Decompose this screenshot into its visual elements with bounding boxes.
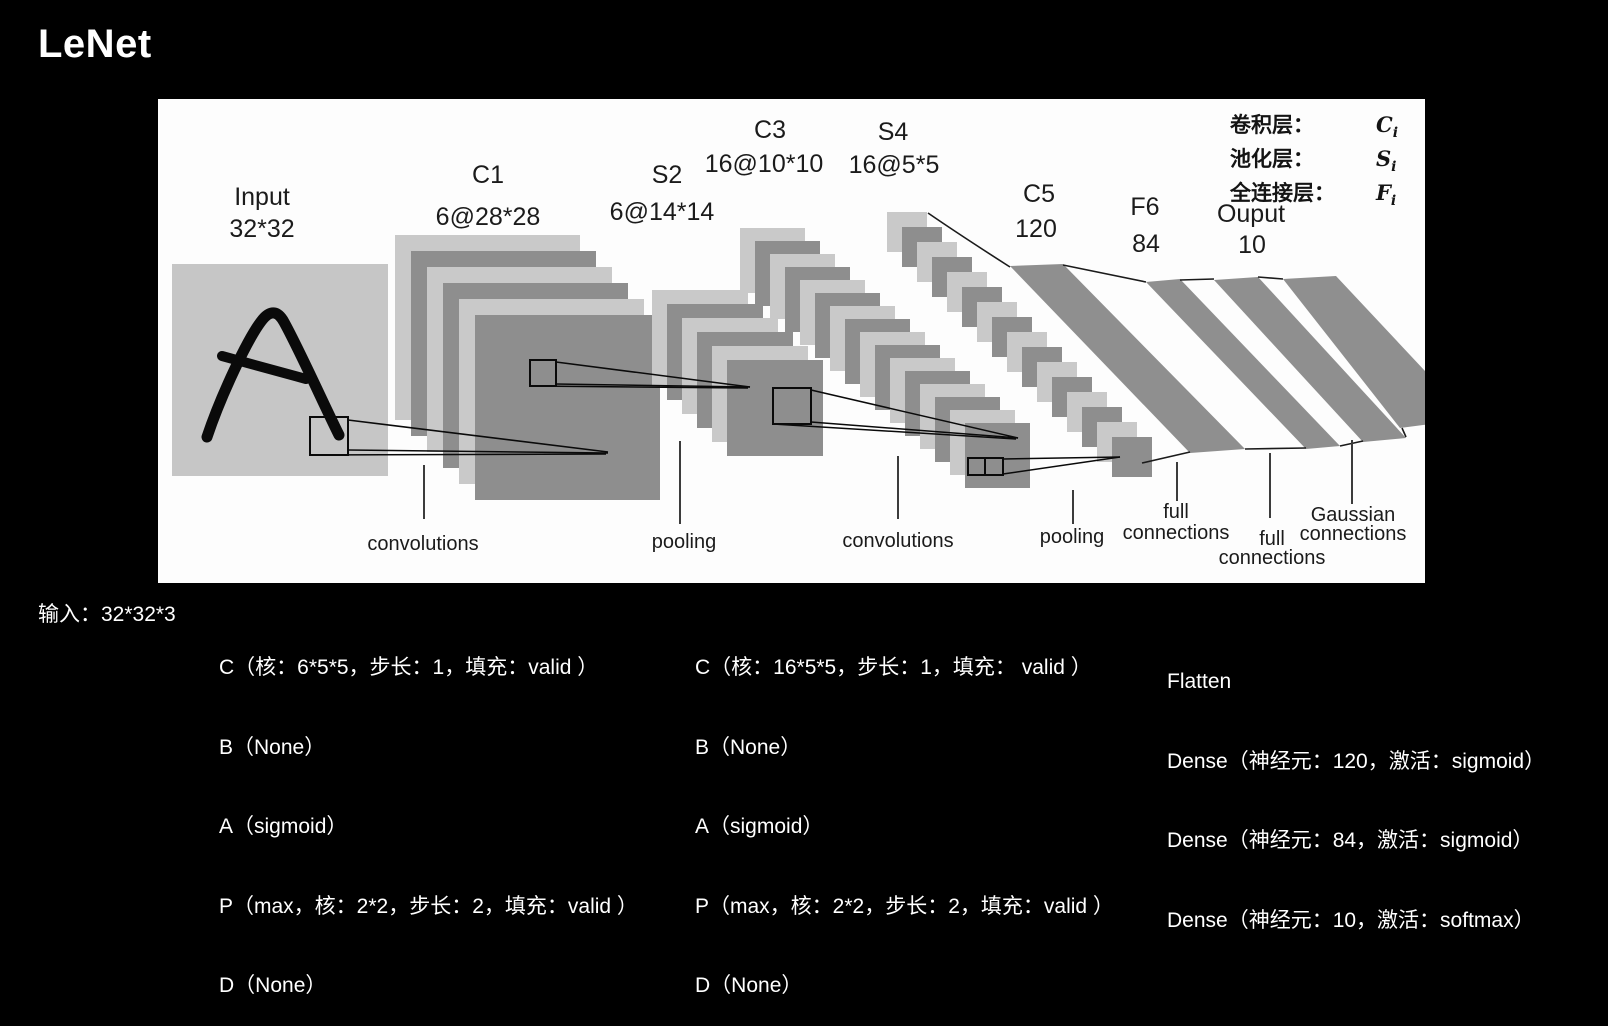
layer-label-s2: S2 <box>652 161 683 189</box>
layer-type-legend: 卷积层： Ci 池化层： Si 全连接层： Fi <box>1230 112 1398 215</box>
letter-a-arch <box>201 307 345 443</box>
c1-receptive-field <box>529 359 751 389</box>
annotation-line: Dense（神经元：84，激活：sigmoid） <box>1167 829 1534 852</box>
s2-feature-map <box>727 360 823 456</box>
annotation-line: Dense（神经元：120，激活：sigmoid） <box>1167 749 1546 773</box>
s2-feature-maps <box>652 290 823 456</box>
op-label: pooling <box>1040 526 1105 548</box>
c3-receptive-field <box>967 456 1121 476</box>
legend-fc-symbol: Fi <box>1376 180 1397 210</box>
layer-size-c1: 6@28*28 <box>436 203 541 231</box>
op-label: pooling <box>652 531 717 553</box>
annotation-line: D（None） <box>219 974 327 997</box>
layer-size-ouput: 10 <box>1238 231 1266 259</box>
layer-size-s4: 16@5*5 <box>849 151 940 179</box>
layer-size-c3: 16@10*10 <box>705 150 824 178</box>
op-label: convolutions <box>842 530 953 552</box>
layer-size-f6: 84 <box>1132 230 1160 258</box>
op-label: Gaussian <box>1311 504 1396 526</box>
op-label: full <box>1163 501 1189 523</box>
conv-block2-annotation: C（核：16*5*5，步长：1，填充： valid ） B（None） A（si… <box>695 602 1114 1026</box>
layer-size-c5: 120 <box>1015 215 1057 243</box>
annotation-line: D（None） <box>695 974 803 997</box>
output-band <box>1283 276 1425 428</box>
page-title: LeNet <box>38 22 152 66</box>
layer-label-c3: C3 <box>754 116 786 144</box>
s4-to-c5-top-curve <box>927 212 1011 268</box>
input-shape-annotation: 输入：32*32*3 <box>38 603 176 626</box>
lenet-diagram-panel: Input 32*32 C1 6@28*28 S2 6@14*14 C3 16@10*10 S4… <box>158 99 1425 583</box>
c1-feature-maps <box>395 235 660 500</box>
layer-size-s2: 6@14*14 <box>610 198 715 226</box>
lenet-architecture-figure: Input 32*32 C1 6@28*28 S2 6@14*14 C3 16@10*10 S4… <box>172 116 1425 569</box>
legend-pool-symbol: Si <box>1376 146 1397 176</box>
c1-feature-map <box>475 315 660 500</box>
annotation-line: A（sigmoid） <box>695 815 824 838</box>
annotation-line: C（核：6*5*5，步长：1，填充：valid ） <box>219 656 599 679</box>
dense-block-annotation: Flatten Dense（神经元：120，激活：sigmoid） Dense（… <box>1167 616 1545 961</box>
legend-pool-label: 池化层： <box>1230 148 1314 172</box>
diagram-labels: Input 32*32 C1 6@28*28 S2 6@14*14 C3 16@10*10 S4… <box>229 116 1406 569</box>
band-connector-lines <box>927 212 1407 464</box>
annotation-line: B（None） <box>695 735 802 759</box>
s2-receptive-field <box>772 387 1019 440</box>
legend-row-fc: 全连接层： Fi <box>1230 180 1398 214</box>
fc-band <box>1214 277 1406 442</box>
op-label: full <box>1259 528 1285 550</box>
legend-fc-label: 全连接层： <box>1230 182 1335 206</box>
letter-a-crossbar <box>217 351 311 384</box>
layer-label-c5: C5 <box>1023 180 1055 208</box>
annotation-line: Dense（神经元：10，激活：softmax） <box>1167 908 1535 932</box>
c3-feature-maps <box>740 228 1030 488</box>
layer-label-input: Input <box>234 183 290 211</box>
annotation-line: P（max，核：2*2，步长：2，填充：valid ） <box>219 894 638 918</box>
legend-row-conv: 卷积层： Ci <box>1230 112 1398 146</box>
op-label: connections <box>1300 523 1407 545</box>
annotation-line: C（核：16*5*5，步长：1，填充： valid ） <box>695 656 1092 679</box>
op-label: connections <box>1123 522 1230 544</box>
op-label: convolutions <box>367 533 478 555</box>
layer-size-input: 32*32 <box>229 215 294 243</box>
layer-label-c1: C1 <box>472 161 504 189</box>
layer-label-f6: F6 <box>1130 193 1159 221</box>
handwritten-a-glyph <box>201 307 345 443</box>
operation-tick-lines <box>423 440 1353 524</box>
f6-band <box>1146 279 1340 449</box>
input-receptive-field <box>309 416 609 456</box>
layer-label-ouput: Ouput <box>1217 200 1285 228</box>
annotation-line: A（sigmoid） <box>219 815 348 838</box>
legend-conv-symbol: Ci <box>1376 112 1399 142</box>
fc-bands <box>1010 264 1425 453</box>
annotation-line: Flatten <box>1167 670 1232 693</box>
legend-row-pool: 池化层： Si <box>1230 146 1398 180</box>
annotation-line: P（max，核：2*2，步长：2，填充：valid ） <box>695 894 1114 918</box>
annotation-line: B（None） <box>219 735 326 759</box>
layer-label-s4: S4 <box>878 118 909 146</box>
c5-band <box>1010 264 1245 453</box>
legend-conv-label: 卷积层： <box>1230 114 1314 137</box>
op-label: connections <box>1219 547 1326 569</box>
conv-block1-annotation: C（核：6*5*5，步长：1，填充：valid ） B（None） A（sigm… <box>219 602 638 1026</box>
